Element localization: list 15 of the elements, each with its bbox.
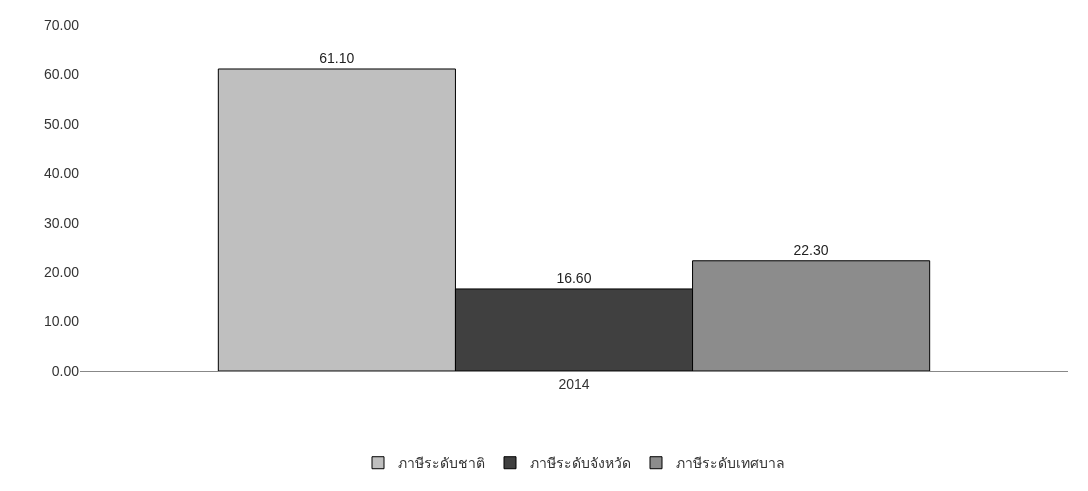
y-tick-label: 0.00 [51,362,80,379]
y-tick-label: 60.00 [43,66,80,83]
y-tick-label: 30.00 [43,214,80,231]
legend-label: ภาษีระดับชาติ [398,455,485,472]
y-tick-label: 40.00 [43,165,80,182]
data-label: 22.30 [793,241,829,258]
y-tick-label: 70.00 [43,16,80,33]
data-label: 61.10 [319,49,355,66]
legend-label: ภาษีระดับเทศบาล [676,455,785,472]
y-tick-label: 20.00 [43,264,80,281]
data-label: 16.60 [556,269,592,286]
legend-label: ภาษีระดับจังหวัด [530,455,631,472]
y-tick-label: 50.00 [43,115,80,132]
x-tick-label: 2014 [558,375,590,392]
y-tick-label: 10.00 [43,313,80,330]
